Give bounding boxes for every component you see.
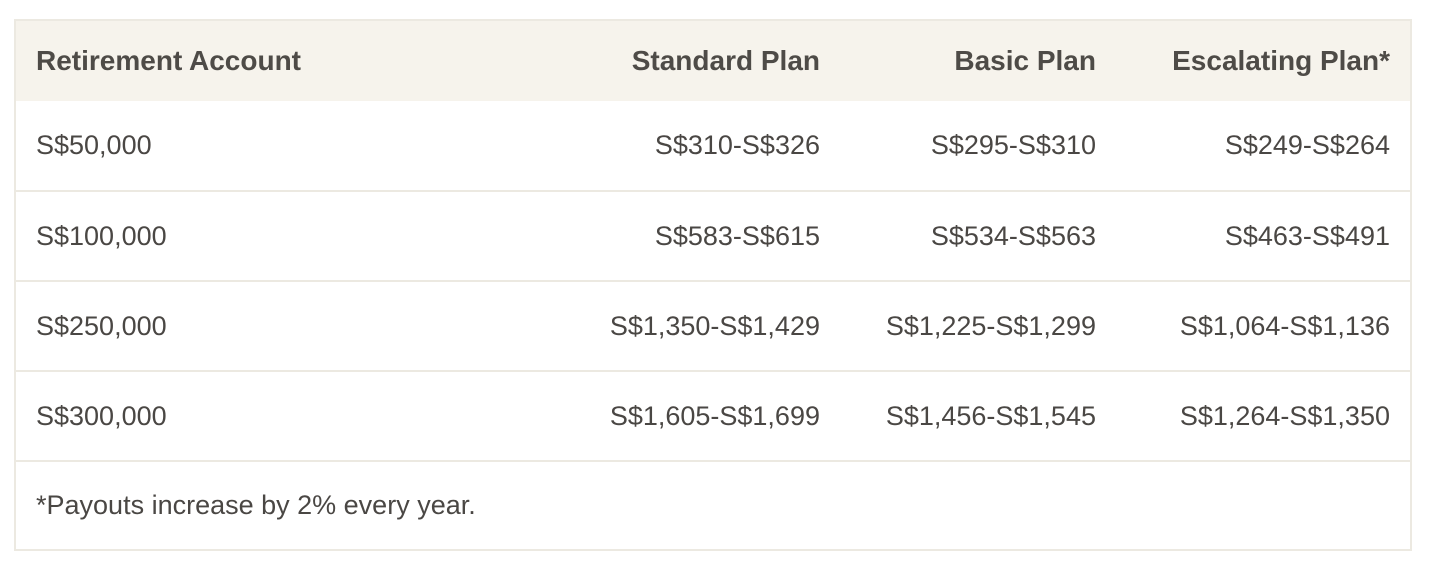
table-footnote: *Payouts increase by 2% every year. — [36, 490, 476, 520]
table-row: S$250,000 S$1,350-S$1,429 S$1,225-S$1,29… — [16, 281, 1410, 371]
cell-basic-plan: S$1,456-S$1,545 — [885, 400, 1096, 431]
cell-escalating-plan: S$463-S$491 — [1224, 220, 1390, 251]
cell-basic-plan: S$534-S$563 — [930, 220, 1096, 251]
header-basic-plan: Basic Plan — [954, 45, 1096, 76]
table-row: S$50,000 S$310-S$326 S$295-S$310 S$249-S… — [16, 101, 1410, 191]
cell-retirement-account: S$250,000 — [36, 310, 167, 341]
table-body: S$50,000 S$310-S$326 S$295-S$310 S$249-S… — [16, 101, 1410, 549]
cell-standard-plan: S$1,605-S$1,699 — [609, 400, 820, 431]
cell-retirement-account: S$100,000 — [36, 220, 167, 251]
cell-basic-plan: S$1,225-S$1,299 — [885, 310, 1096, 341]
payout-table: Retirement Account Standard Plan Basic P… — [16, 21, 1410, 549]
cell-escalating-plan: S$1,264-S$1,350 — [1179, 400, 1390, 431]
cell-retirement-account: S$300,000 — [36, 400, 167, 431]
cell-basic-plan: S$295-S$310 — [930, 130, 1096, 160]
cell-standard-plan: S$310-S$326 — [654, 130, 820, 160]
cell-escalating-plan: S$1,064-S$1,136 — [1179, 310, 1390, 341]
cell-retirement-account: S$50,000 — [36, 130, 152, 160]
payout-table-container: Retirement Account Standard Plan Basic P… — [14, 19, 1412, 551]
cell-escalating-plan: S$249-S$264 — [1224, 130, 1390, 160]
header-retirement-account: Retirement Account — [36, 45, 302, 76]
footnote-row: *Payouts increase by 2% every year. — [16, 461, 1410, 549]
table-row: S$100,000 S$583-S$615 S$534-S$563 S$463-… — [16, 191, 1410, 281]
cell-standard-plan: S$583-S$615 — [654, 220, 820, 251]
table-row: S$300,000 S$1,605-S$1,699 S$1,456-S$1,54… — [16, 371, 1410, 461]
header-standard-plan: Standard Plan — [631, 45, 820, 76]
header-row: Retirement Account Standard Plan Basic P… — [16, 21, 1410, 101]
header-escalating-plan: Escalating Plan* — [1172, 45, 1390, 76]
cell-standard-plan: S$1,350-S$1,429 — [609, 310, 820, 341]
table-header: Retirement Account Standard Plan Basic P… — [16, 21, 1410, 101]
